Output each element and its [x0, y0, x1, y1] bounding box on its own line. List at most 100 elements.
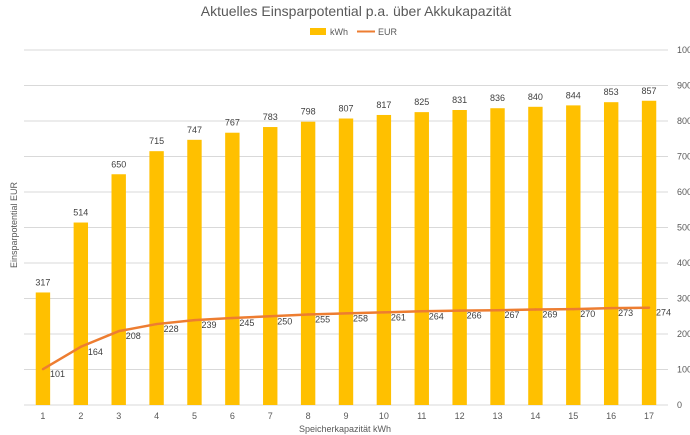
y-tick-label: 1000 [677, 45, 690, 55]
line-point [647, 306, 651, 309]
bar [111, 174, 126, 405]
bar [528, 106, 543, 406]
x-tick-label: 4 [154, 411, 159, 421]
y-tick-label: 200 [677, 329, 690, 339]
line-value-label: 208 [126, 331, 141, 341]
x-tick-label: 17 [644, 411, 654, 421]
x-tick-label: 1 [40, 411, 45, 421]
bar-value-label: 747 [187, 125, 202, 135]
y-tick-label: 600 [677, 187, 690, 197]
bar-value-label: 767 [225, 118, 240, 128]
bar [603, 102, 619, 405]
line-point [117, 329, 120, 333]
bar-value-label: 844 [566, 90, 581, 100]
x-tick-label: 6 [230, 411, 235, 421]
line-value-label: 266 [467, 311, 482, 321]
y-tick-label: 500 [677, 223, 690, 233]
bar [490, 108, 505, 405]
line-value-label: 239 [201, 320, 216, 330]
bar-value-label: 857 [642, 86, 657, 96]
bar [225, 132, 240, 405]
line-point [231, 316, 234, 320]
legend-label-eur: EUR [378, 27, 398, 37]
line-value-label: 267 [505, 310, 520, 320]
line-point [344, 312, 348, 315]
bar [300, 121, 316, 406]
bar [73, 222, 89, 405]
y-tick-label: 900 [677, 81, 690, 91]
bar-data-labels: 317 514 650 715 747 767 783 798 807 817 825 831 836 8… [35, 86, 656, 288]
x-tick-label: 12 [455, 411, 465, 421]
bar-value-label: 317 [35, 277, 50, 287]
line-point [534, 308, 537, 311]
line-value-label: 273 [618, 308, 633, 318]
x-axis-ticks: 1 2 3 4 5 6 7 8 9 10 11 12 13 14 15 16 17 [40, 411, 654, 421]
y-tick-label: 100 [677, 365, 690, 375]
bar-value-label: 798 [301, 107, 316, 117]
line-value-label: 270 [580, 309, 595, 319]
x-axis-title: Speicherkapazität kWh [299, 424, 391, 434]
bar [452, 109, 467, 406]
bar [35, 292, 51, 405]
line-value-label: 269 [542, 310, 557, 320]
line-value-label: 228 [164, 324, 179, 334]
line-point [382, 311, 386, 314]
y-tick-label: 300 [677, 294, 690, 304]
line-value-label: 164 [88, 347, 103, 357]
bar [414, 112, 429, 405]
x-tick-label: 2 [78, 411, 83, 421]
y-tick-label: 400 [677, 258, 690, 268]
line-point [41, 367, 45, 371]
x-tick-label: 7 [268, 411, 273, 421]
bar-series-kwh [35, 100, 657, 406]
bar-value-label: 836 [490, 93, 505, 103]
line-point [458, 309, 461, 312]
bar-value-label: 840 [528, 92, 543, 102]
line-point [306, 313, 310, 316]
y-tick-label: 800 [677, 116, 690, 126]
bar-value-label: 514 [73, 208, 88, 218]
bar-value-label: 825 [414, 97, 429, 107]
line-point [572, 307, 575, 311]
line-point [420, 310, 423, 313]
bar-value-label: 650 [111, 159, 126, 169]
x-tick-label: 5 [192, 411, 197, 421]
x-tick-label: 8 [306, 411, 311, 421]
y-tick-label: 0 [677, 400, 682, 410]
line-point [193, 318, 196, 322]
bar [338, 118, 354, 405]
line-value-label: 255 [315, 314, 330, 324]
line-point [609, 306, 613, 310]
y-axis-title: Einsparpotential EUR [9, 181, 19, 268]
bar-value-label: 715 [149, 136, 164, 146]
x-tick-label: 16 [606, 411, 616, 421]
bar-value-label: 853 [604, 87, 619, 97]
x-tick-label: 13 [493, 411, 503, 421]
legend: kWh EUR [310, 27, 398, 37]
bar-value-label: 831 [452, 95, 467, 105]
line-point [496, 309, 499, 312]
x-tick-label: 9 [343, 411, 348, 421]
bar [376, 114, 392, 405]
x-tick-label: 3 [116, 411, 121, 421]
line-value-label: 264 [429, 311, 444, 321]
x-tick-label: 11 [417, 411, 426, 421]
line-point [269, 315, 272, 318]
bar-value-label: 807 [338, 104, 353, 114]
bar [566, 105, 581, 405]
line-value-label: 101 [50, 369, 65, 379]
bar [263, 127, 278, 405]
x-tick-label: 15 [568, 411, 578, 421]
y-tick-label: 700 [677, 152, 690, 162]
bar [187, 139, 202, 405]
legend-swatch-kwh [310, 28, 326, 35]
legend-label-kwh: kWh [330, 27, 348, 37]
line-value-label: 261 [391, 312, 406, 322]
line-value-label: 258 [353, 313, 368, 323]
chart-title: Aktuelles Einsparpotential p.a. über Akk… [201, 3, 512, 19]
bar [149, 151, 164, 405]
line-point [79, 345, 83, 348]
bar-value-label: 817 [376, 100, 391, 110]
x-tick-label: 10 [379, 411, 389, 421]
